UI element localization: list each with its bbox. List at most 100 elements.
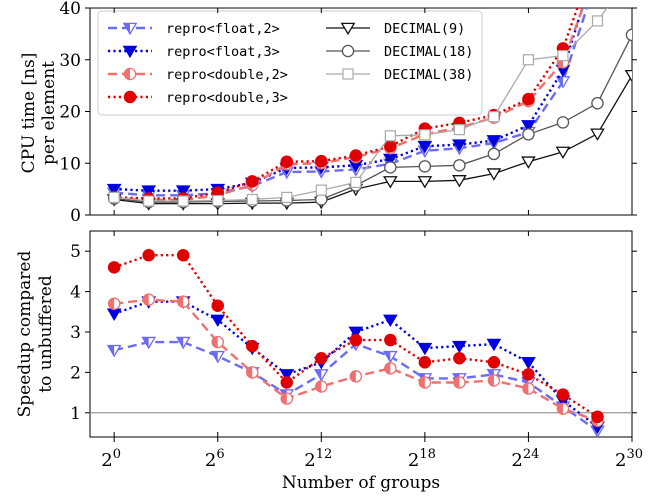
top-series-6-point xyxy=(315,184,327,196)
top-panel: 0 10 20 30 40 CPU time [ns] per element repr… xyxy=(19,0,637,226)
top-ylabel-line1: CPU time [ns] xyxy=(19,53,39,174)
bottom-series-2-point-fill xyxy=(143,294,149,306)
bottom-series-3-point xyxy=(384,333,397,347)
bottom-series-3-point xyxy=(349,333,363,347)
xtick-label: 212 xyxy=(304,447,332,471)
top-series-group xyxy=(106,0,632,211)
legend-entry-0: repro<float,2> xyxy=(108,21,280,37)
bottom-series-2-point-fill xyxy=(557,403,563,415)
top-series-5-point xyxy=(384,161,397,174)
bottom-series-2-point-fill xyxy=(177,296,184,308)
bottom-series-3-point xyxy=(556,388,570,401)
top-series-3-point xyxy=(522,92,535,106)
bottom-series-3 xyxy=(107,248,604,424)
top-ytick-label: 10 xyxy=(59,154,81,174)
top-series-6-point xyxy=(384,130,396,142)
bottom-plot-frame xyxy=(89,230,633,438)
top-series-6-point xyxy=(246,193,258,206)
top-series-4-point xyxy=(555,146,571,160)
x-axis: 20 26 212 218 224 230 xyxy=(101,8,643,471)
bottom-series-0-point-fill xyxy=(315,369,322,381)
top-series-5-point xyxy=(556,116,570,129)
legend-label-6: DECIMAL(38) xyxy=(384,67,473,83)
top-series-4-point xyxy=(624,69,632,83)
bottom-ytick-label: 4 xyxy=(70,283,81,303)
top-series-6-point xyxy=(177,195,189,207)
legend-marker-6 xyxy=(342,68,354,80)
bottom-series-3-point xyxy=(211,299,224,312)
top-series-3-point xyxy=(246,175,259,188)
legend-box xyxy=(97,10,483,116)
top-series-5-point xyxy=(625,28,632,42)
bottom-series-3-point xyxy=(453,351,466,365)
bottom-series-3-point xyxy=(246,339,259,353)
top-series-4-point xyxy=(521,156,536,169)
legend-entry-1: repro<float,3> xyxy=(108,44,280,60)
legend-entry-2: repro<double,2> xyxy=(108,67,288,83)
top-series-6-point xyxy=(143,195,155,207)
bottom-series-2-point-fill xyxy=(246,366,253,378)
top-series-6-point xyxy=(557,50,569,62)
top-series-0-point-fill xyxy=(556,76,563,88)
top-series-6-point xyxy=(212,194,224,207)
top-series-3-point xyxy=(315,154,328,168)
top-series-1-point xyxy=(106,183,122,197)
xtick-label: 218 xyxy=(408,447,436,471)
bottom-series-2-point-fill xyxy=(108,298,115,310)
bottom-series-1-point xyxy=(521,356,536,370)
top-series-5-point xyxy=(522,128,535,141)
xtick-label: 26 xyxy=(205,447,225,471)
bottom-series-3-point xyxy=(315,351,328,365)
bottom-series-0-point-fill xyxy=(177,337,184,348)
top-series-3-point xyxy=(384,139,397,153)
top-series-6-point xyxy=(610,0,620,3)
top-y-axis: 0 10 20 30 40 xyxy=(59,0,637,226)
legend-entry-6: DECIMAL(38) xyxy=(326,67,473,83)
legend-label-2: repro<double,2> xyxy=(166,67,288,83)
top-ylabel-line2: per element xyxy=(39,61,59,165)
top-series-6-point xyxy=(591,15,604,27)
top-series-1-line xyxy=(114,8,584,192)
bottom-series-3-point xyxy=(142,248,155,262)
bottom-series-1-line xyxy=(113,300,599,428)
top-series-3-point xyxy=(280,155,294,168)
legend-label-0: repro<float,2> xyxy=(166,21,280,37)
bottom-series-2-point-fill xyxy=(419,376,425,389)
legend-marker-0-fill xyxy=(123,23,130,34)
bottom-series-2-point-fill xyxy=(212,336,218,348)
xtick-label: 230 xyxy=(615,447,643,471)
bottom-series-1-point xyxy=(452,340,467,354)
bottom-series-2-point-fill xyxy=(453,376,460,389)
bottom-series-2-point-fill xyxy=(522,382,529,395)
top-series-4-point xyxy=(383,176,398,189)
top-series-0-point-fill xyxy=(584,0,590,4)
top-ytick-label: 0 xyxy=(70,206,81,226)
bottom-ytick-label: 1 xyxy=(70,404,81,424)
bottom-series-3-point xyxy=(418,356,432,369)
top-series-5-point xyxy=(453,159,466,172)
top-ytick-label: 40 xyxy=(59,0,81,19)
legend-entry-3: repro<double,3> xyxy=(108,90,288,106)
top-series-6-point xyxy=(488,111,500,123)
legend-marker-2-fill xyxy=(124,68,130,80)
top-series-6-point xyxy=(453,124,465,136)
bottom-series-3-point xyxy=(522,368,535,381)
bottom-ylabel-line1: Speedup compared xyxy=(15,251,35,418)
top-series-0-point xyxy=(584,0,596,4)
bottom-series-2-point-fill xyxy=(350,370,356,383)
legend-label-5: DECIMAL(18) xyxy=(384,44,473,60)
bottom-series-2-point-fill xyxy=(281,393,287,405)
bottom-series-1-point xyxy=(486,338,502,352)
legend: repro<float,2> repro<float,3> repro<double… xyxy=(97,10,483,116)
bottom-y-axis: 1 2 3 4 5 xyxy=(70,242,637,424)
bottom-ytick-label: 5 xyxy=(70,242,81,262)
top-series-1-point xyxy=(452,139,467,152)
bottom-series-3-point xyxy=(591,410,604,424)
top-series-6-point xyxy=(419,129,431,141)
bottom-series-2 xyxy=(107,293,604,428)
top-series-1-point xyxy=(417,140,433,154)
top-series-1-point xyxy=(175,185,191,198)
bottom-series-2-point-fill xyxy=(315,380,322,393)
